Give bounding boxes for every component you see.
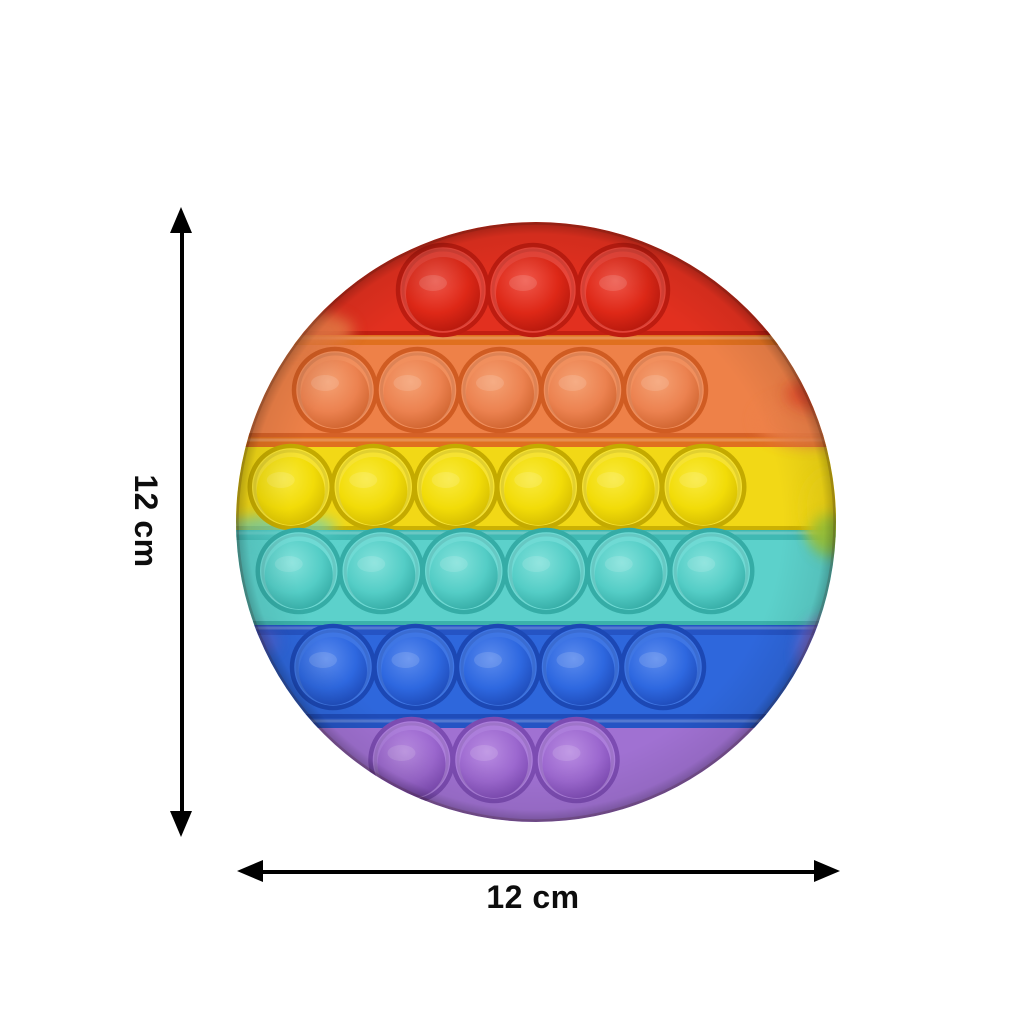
- arrowhead-right-icon: [814, 860, 840, 882]
- height-dimension-label: 12 cm: [128, 474, 164, 568]
- height-dimension-arrow: [170, 207, 193, 837]
- pop-it-toy-image: [236, 222, 836, 822]
- width-dimension-line: [257, 869, 820, 874]
- arrowhead-down-icon: [170, 811, 192, 837]
- height-dimension-line: [179, 227, 184, 817]
- arrowhead-up-icon: [170, 207, 192, 233]
- arrowhead-left-icon: [237, 860, 263, 882]
- width-dimension-label: 12 cm: [486, 879, 580, 915]
- width-dimension-arrow: [237, 860, 840, 883]
